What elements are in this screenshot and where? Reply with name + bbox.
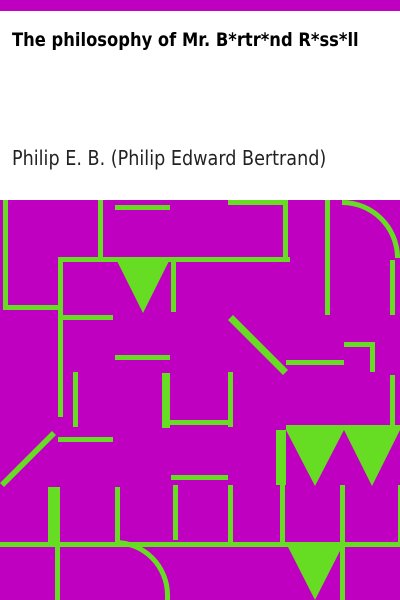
pattern-bar (340, 547, 345, 600)
pattern-bar (286, 425, 344, 430)
book-title: The philosophy of Mr. B*rtr*nd R*ss*ll (12, 29, 359, 51)
pattern-bar (171, 475, 228, 480)
pattern-bar (228, 485, 233, 542)
pattern-triangle (344, 430, 400, 486)
pattern-bar (280, 485, 285, 542)
pattern-bar (340, 485, 345, 542)
pattern-bar (0, 542, 400, 547)
pattern-bar (115, 487, 120, 542)
pattern-bar (370, 342, 375, 372)
pattern-arc (115, 540, 170, 600)
pattern-bar (173, 485, 178, 540)
pattern-bar (228, 372, 233, 427)
pattern-bar (344, 425, 400, 430)
pattern-bar (3, 305, 58, 310)
pattern-triangle (115, 257, 171, 313)
pattern-triangle (286, 430, 344, 486)
pattern-bar (276, 430, 286, 485)
pattern-bar (228, 200, 283, 205)
pattern-diagonal (0, 431, 56, 487)
pattern-bar (115, 355, 170, 360)
pattern-bar (55, 547, 60, 600)
pattern-triangle (286, 543, 344, 600)
pattern-bar (115, 205, 170, 210)
pattern-bar (390, 260, 395, 315)
pattern-bar (58, 257, 290, 262)
top-color-band (0, 0, 400, 11)
pattern-bar (283, 200, 288, 260)
pattern-bar (58, 437, 113, 442)
pattern-diagonal (228, 315, 288, 375)
pattern-bar (398, 485, 400, 542)
pattern-bar (162, 420, 230, 425)
pattern-bar (325, 200, 330, 315)
pattern-marks (0, 200, 400, 600)
book-author: Philip E. B. (Philip Edward Bertrand) (12, 146, 327, 170)
pattern-bar (73, 372, 78, 427)
pattern-arc (342, 200, 400, 258)
pattern-bar (58, 257, 63, 417)
pattern-bar (162, 373, 170, 428)
pattern-bar (3, 200, 8, 310)
pattern-bar (390, 375, 395, 430)
pattern-bar (286, 360, 344, 365)
pattern-background (0, 200, 400, 600)
pattern-bar (171, 262, 176, 312)
cover-pattern (0, 200, 400, 600)
pattern-bar (344, 342, 372, 347)
pattern-bar (98, 200, 103, 260)
pattern-bar (58, 315, 113, 320)
pattern-bar (48, 487, 60, 542)
